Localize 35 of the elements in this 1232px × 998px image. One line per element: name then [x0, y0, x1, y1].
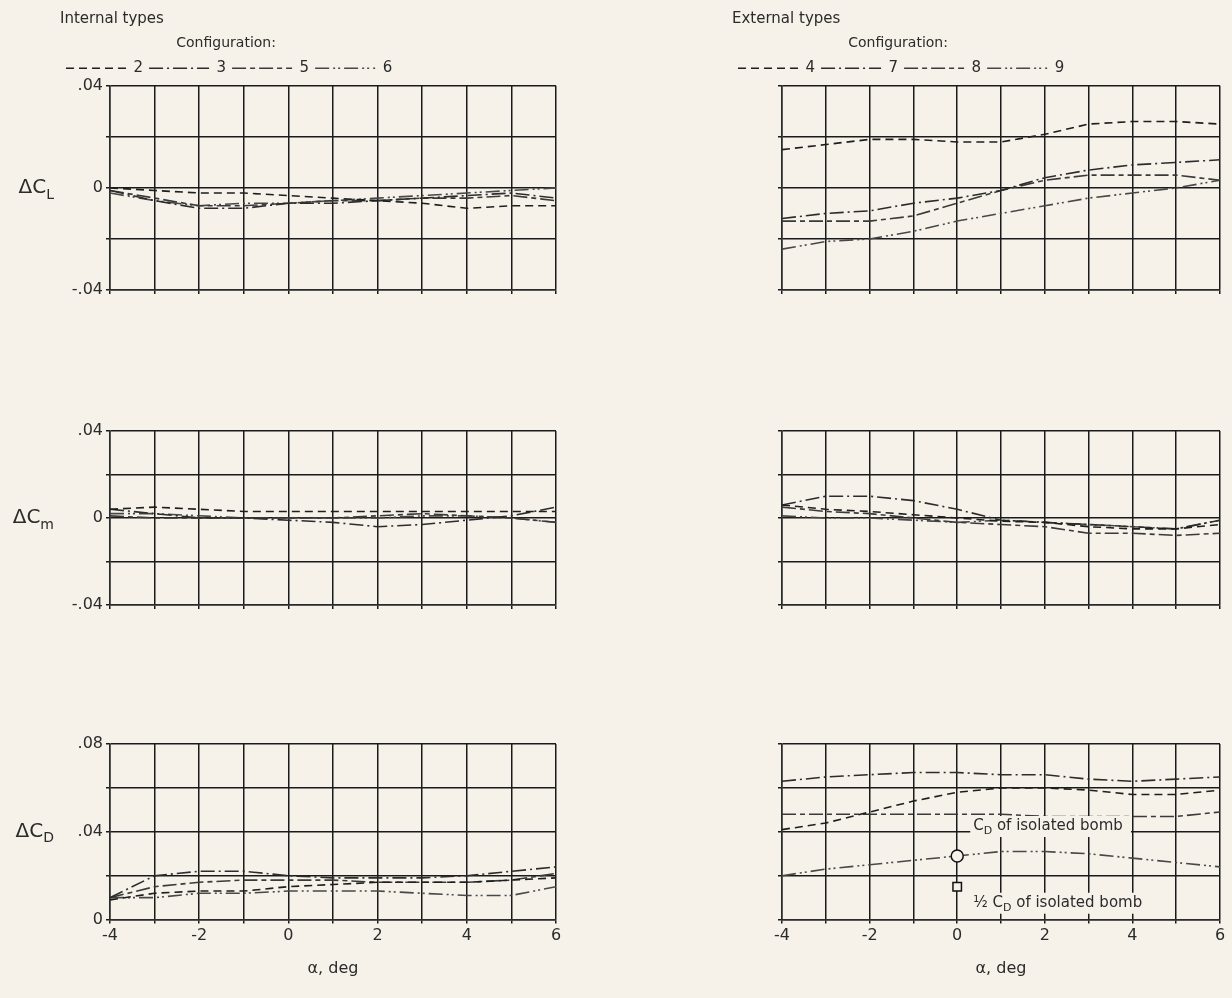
legend-title: Configuration:	[848, 33, 948, 50]
x-tick-label: 2	[1039, 925, 1050, 945]
x-tick-label: -4	[774, 925, 790, 945]
chart-title: External types	[732, 8, 841, 27]
y-tick-label: .04	[77, 820, 103, 840]
chart-title: Internal types	[60, 8, 165, 27]
legend-label: 7	[888, 58, 899, 77]
legend-label: 4	[805, 58, 816, 77]
y-tick-label: .08	[77, 733, 103, 753]
x-tick-label: -2	[861, 925, 878, 945]
legend-label: 9	[1054, 58, 1065, 77]
x-axis-title: α, deg	[307, 957, 359, 977]
legend-label: 6	[382, 58, 393, 77]
y-tick-label: 0	[92, 908, 103, 928]
x-tick-label: -2	[191, 925, 208, 945]
x-tick-label: 2	[372, 925, 383, 945]
x-tick-label: -4	[102, 925, 118, 945]
y-tick-label: -.04	[71, 594, 103, 614]
legend-label: 5	[299, 58, 310, 77]
legend-title: Configuration:	[176, 33, 276, 50]
legend-label: 3	[216, 58, 227, 77]
x-tick-label: 4	[1127, 925, 1138, 945]
y-tick-label: .04	[77, 420, 103, 440]
x-tick-label: 0	[952, 925, 963, 945]
x-tick-label: 6	[550, 925, 562, 945]
legend-label: 2	[133, 58, 144, 77]
x-tick-label: 4	[461, 925, 472, 945]
y-tick-label: .04	[77, 74, 103, 94]
x-axis-title: α, deg	[975, 957, 1027, 977]
y-tick-label: -.04	[71, 279, 103, 299]
legend-label: 8	[971, 58, 982, 77]
x-tick-label: 0	[283, 925, 294, 945]
y-tick-label: 0	[92, 507, 103, 527]
x-tick-label: 6	[1214, 925, 1226, 945]
y-tick-label: 0	[92, 177, 103, 197]
